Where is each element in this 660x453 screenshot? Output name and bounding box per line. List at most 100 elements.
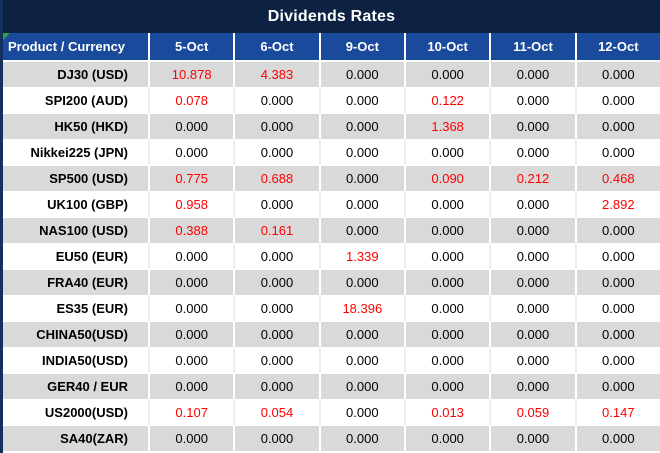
product-cell: CHINA50(USD) xyxy=(3,321,148,347)
table-row: GER40 / EUR0.0000.0000.0000.0000.0000.00… xyxy=(3,373,660,399)
value-cell: 0.000 xyxy=(575,61,660,87)
column-header-date-6: 12-Oct xyxy=(575,33,660,61)
table-row: SP500 (USD)0.7750.6880.0000.0900.2120.46… xyxy=(3,165,660,191)
value-cell: 0.000 xyxy=(148,243,233,269)
product-cell: EU50 (EUR) xyxy=(3,243,148,269)
value-cell: 0.000 xyxy=(575,87,660,113)
table-row: NAS100 (USD)0.3880.1610.0000.0000.0000.0… xyxy=(3,217,660,243)
value-cell: 0.000 xyxy=(233,87,318,113)
value-cell: 0.000 xyxy=(404,191,489,217)
value-cell: 0.122 xyxy=(404,87,489,113)
value-cell: 0.000 xyxy=(319,61,404,87)
column-header-date-2: 6-Oct xyxy=(233,33,318,61)
product-cell: Nikkei225 (JPN) xyxy=(3,139,148,165)
product-cell: GER40 / EUR xyxy=(3,373,148,399)
column-header-date-1: 5-Oct xyxy=(148,33,233,61)
product-cell: NAS100 (USD) xyxy=(3,217,148,243)
value-cell: 0.212 xyxy=(489,165,574,191)
value-cell: 0.000 xyxy=(233,113,318,139)
value-cell: 0.000 xyxy=(489,269,574,295)
dividends-table-body: DJ30 (USD)10.8784.3830.0000.0000.0000.00… xyxy=(3,61,660,451)
value-cell: 0.000 xyxy=(319,113,404,139)
value-cell: 0.059 xyxy=(489,399,574,425)
value-cell: 18.396 xyxy=(319,295,404,321)
value-cell: 0.054 xyxy=(233,399,318,425)
product-cell: SPI200 (AUD) xyxy=(3,87,148,113)
column-header-date-5: 11-Oct xyxy=(489,33,574,61)
value-cell: 0.000 xyxy=(575,425,660,451)
value-cell: 0.688 xyxy=(233,165,318,191)
page-title: Dividends Rates xyxy=(268,8,395,26)
value-cell: 0.000 xyxy=(319,191,404,217)
value-cell: 0.000 xyxy=(319,269,404,295)
value-cell: 2.892 xyxy=(575,191,660,217)
value-cell: 0.000 xyxy=(319,139,404,165)
value-cell: 0.000 xyxy=(233,295,318,321)
product-cell: UK100 (GBP) xyxy=(3,191,148,217)
table-row: SPI200 (AUD)0.0780.0000.0000.1220.0000.0… xyxy=(3,87,660,113)
value-cell: 1.368 xyxy=(404,113,489,139)
value-cell: 0.000 xyxy=(233,243,318,269)
value-cell: 0.000 xyxy=(233,347,318,373)
value-cell: 0.000 xyxy=(404,139,489,165)
value-cell: 0.958 xyxy=(148,191,233,217)
product-cell: SA40(ZAR) xyxy=(3,425,148,451)
value-cell: 0.000 xyxy=(148,373,233,399)
value-cell: 0.000 xyxy=(489,139,574,165)
value-cell: 0.000 xyxy=(148,269,233,295)
value-cell: 0.147 xyxy=(575,399,660,425)
column-header-label: Product / Currency xyxy=(8,39,125,54)
value-cell: 0.107 xyxy=(148,399,233,425)
value-cell: 0.000 xyxy=(575,321,660,347)
value-cell: 0.000 xyxy=(319,87,404,113)
value-cell: 0.000 xyxy=(148,113,233,139)
value-cell: 0.000 xyxy=(489,373,574,399)
value-cell: 0.078 xyxy=(148,87,233,113)
value-cell: 0.000 xyxy=(575,269,660,295)
value-cell: 0.000 xyxy=(575,217,660,243)
table-row: FRA40 (EUR)0.0000.0000.0000.0000.0000.00… xyxy=(3,269,660,295)
table-row: HK50 (HKD)0.0000.0000.0001.3680.0000.000 xyxy=(3,113,660,139)
value-cell: 4.383 xyxy=(233,61,318,87)
table-row: SA40(ZAR)0.0000.0000.0000.0000.0000.000 xyxy=(3,425,660,451)
value-cell: 0.090 xyxy=(404,165,489,191)
value-cell: 0.000 xyxy=(319,373,404,399)
value-cell: 0.000 xyxy=(404,425,489,451)
table-row: DJ30 (USD)10.8784.3830.0000.0000.0000.00… xyxy=(3,61,660,87)
value-cell: 0.000 xyxy=(233,321,318,347)
value-cell: 0.000 xyxy=(489,87,574,113)
value-cell: 0.000 xyxy=(319,217,404,243)
value-cell: 0.000 xyxy=(575,139,660,165)
value-cell: 0.000 xyxy=(319,425,404,451)
value-cell: 0.000 xyxy=(489,61,574,87)
table-row: UK100 (GBP)0.9580.0000.0000.0000.0002.89… xyxy=(3,191,660,217)
table-row: EU50 (EUR)0.0000.0001.3390.0000.0000.000 xyxy=(3,243,660,269)
value-cell: 0.000 xyxy=(404,243,489,269)
column-header-product-currency: Product / Currency xyxy=(3,33,148,61)
dividends-rates-panel: Dividends Rates Product / Currency 5-Oct… xyxy=(0,0,660,453)
value-cell: 0.000 xyxy=(148,139,233,165)
value-cell: 0.013 xyxy=(404,399,489,425)
value-cell: 0.000 xyxy=(404,321,489,347)
value-cell: 0.000 xyxy=(404,347,489,373)
value-cell: 0.000 xyxy=(489,113,574,139)
dividends-table: Product / Currency 5-Oct 6-Oct 9-Oct 10-… xyxy=(3,33,660,451)
product-cell: ES35 (EUR) xyxy=(3,295,148,321)
table-row: Nikkei225 (JPN)0.0000.0000.0000.0000.000… xyxy=(3,139,660,165)
product-cell: SP500 (USD) xyxy=(3,165,148,191)
value-cell: 0.000 xyxy=(489,321,574,347)
value-cell: 0.000 xyxy=(575,347,660,373)
column-header-date-3: 9-Oct xyxy=(319,33,404,61)
value-cell: 10.878 xyxy=(148,61,233,87)
value-cell: 0.000 xyxy=(489,295,574,321)
value-cell: 0.000 xyxy=(148,295,233,321)
value-cell: 0.000 xyxy=(319,347,404,373)
green-corner-flag-icon xyxy=(3,33,10,40)
value-cell: 1.339 xyxy=(319,243,404,269)
value-cell: 0.468 xyxy=(575,165,660,191)
value-cell: 0.000 xyxy=(575,373,660,399)
value-cell: 0.000 xyxy=(575,295,660,321)
value-cell: 0.775 xyxy=(148,165,233,191)
title-bar: Dividends Rates xyxy=(0,0,660,33)
table-row: ES35 (EUR)0.0000.00018.3960.0000.0000.00… xyxy=(3,295,660,321)
